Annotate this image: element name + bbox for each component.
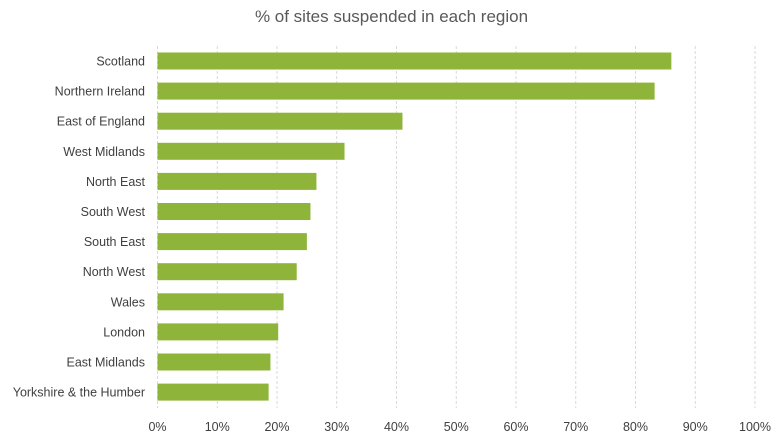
tick-label-layer: 0% 10% 20% 30% 40% 50% 60% 70% 80% 90% 100% [148,420,771,434]
category-label: North West [83,265,146,279]
bar-6 [157,233,307,251]
bar-2 [157,112,403,130]
category-label: West Midlands [63,145,145,159]
x-tick-label: 50% [444,420,469,434]
x-tick-label: 10% [205,420,230,434]
category-label-layer: Scotland Northern Ireland East of England W… [13,55,146,400]
category-label: Wales [111,295,145,309]
bar-8 [157,293,284,311]
x-tick-label: 90% [683,420,708,434]
bar-4 [157,172,317,190]
chart-title: % of sites suspended in each region [254,7,529,26]
x-tick-label: 60% [503,420,528,434]
category-label: Northern Ireland [55,85,145,99]
x-tick-label: 30% [324,420,349,434]
category-label: North East [86,175,146,189]
x-tick-label: 70% [563,420,588,434]
category-label: South East [84,235,146,249]
x-tick-label: 100% [739,420,771,434]
bar-7 [157,263,297,281]
bar-0 [157,52,672,70]
category-label: Yorkshire & the Humber [13,386,145,400]
grid-layer [157,46,756,408]
x-tick-label: 20% [264,420,289,434]
bar-1 [157,82,655,100]
bar-3 [157,142,345,160]
bar-5 [157,203,311,220]
x-tick-label: 80% [623,420,648,434]
bar-11 [157,383,269,401]
category-label: London [103,325,145,339]
x-tick-label: 0% [148,420,166,434]
bar-10 [157,353,271,371]
category-label: South West [81,205,146,219]
x-tick-label: 40% [384,420,409,434]
bar-9 [157,323,279,341]
category-label: East Midlands [66,356,145,370]
category-label: East of England [57,115,145,129]
bar-layer [157,52,672,401]
category-label: Scotland [96,55,145,69]
